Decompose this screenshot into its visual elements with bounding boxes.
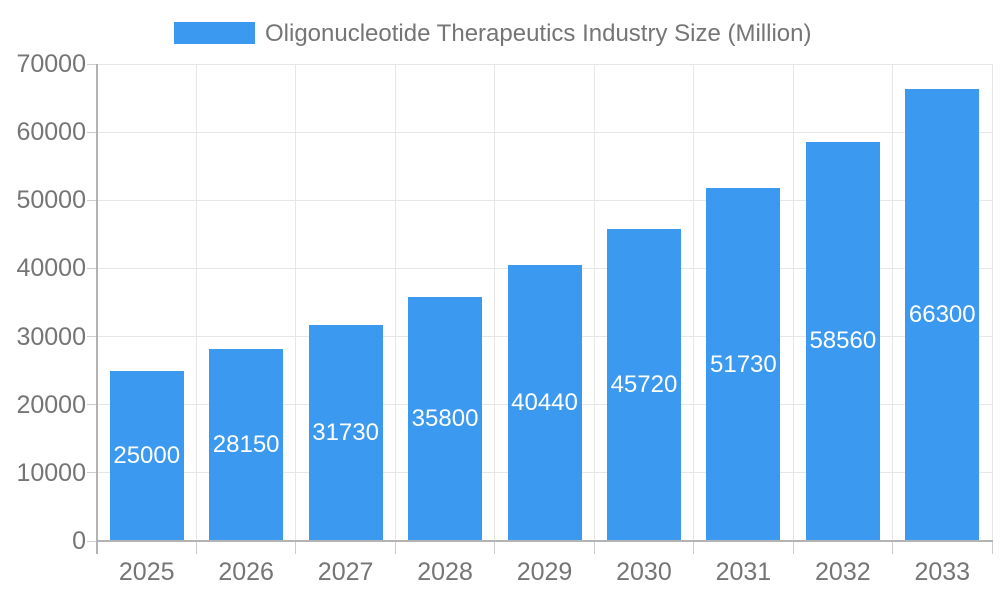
bar[interactable] bbox=[408, 297, 483, 541]
bar[interactable] bbox=[606, 229, 681, 541]
x-axis-tick bbox=[394, 541, 396, 554]
bar-value-label: 45720 bbox=[610, 371, 678, 399]
bar-value-label: 58560 bbox=[809, 327, 877, 355]
bar-value-label: 40440 bbox=[511, 389, 578, 417]
bar[interactable] bbox=[706, 188, 781, 541]
bar-value-label: 66300 bbox=[908, 301, 976, 329]
y-axis-tick bbox=[87, 404, 97, 406]
x-tick-label: 2032 bbox=[815, 558, 871, 586]
x-tick-label: 2029 bbox=[516, 558, 573, 586]
v-gridline bbox=[394, 64, 396, 541]
y-axis-tick bbox=[87, 131, 97, 133]
y-tick-label: 0 bbox=[72, 527, 86, 555]
chart-legend[interactable]: Oligonucleotide Therapeutics Industry Si… bbox=[0, 0, 1000, 56]
x-tick-label: 2026 bbox=[218, 558, 274, 586]
bar[interactable] bbox=[507, 265, 582, 541]
bar[interactable] bbox=[905, 89, 980, 541]
bar[interactable] bbox=[209, 349, 284, 541]
legend-label: Oligonucleotide Therapeutics Industry Si… bbox=[265, 20, 812, 47]
v-gridline bbox=[991, 64, 993, 541]
x-axis-tick bbox=[295, 541, 297, 554]
x-tick-label: 2027 bbox=[317, 558, 374, 586]
h-gridline bbox=[97, 63, 992, 65]
y-tick-label: 10000 bbox=[16, 458, 86, 487]
v-gridline bbox=[494, 64, 496, 541]
h-gridline bbox=[97, 199, 992, 201]
x-tick-label: 2025 bbox=[118, 558, 175, 586]
x-axis-tick bbox=[991, 541, 993, 554]
y-axis-tick bbox=[87, 540, 97, 542]
x-tick-label: 2033 bbox=[914, 558, 971, 586]
bar-value-label: 35800 bbox=[411, 405, 479, 433]
x-axis-tick bbox=[892, 541, 894, 554]
y-axis-tick bbox=[87, 472, 97, 474]
v-gridline bbox=[892, 64, 894, 541]
v-gridline bbox=[195, 64, 197, 541]
bar[interactable] bbox=[308, 324, 383, 541]
bar-value-label: 31730 bbox=[312, 418, 379, 446]
v-gridline bbox=[792, 64, 794, 541]
y-axis-tick bbox=[87, 199, 97, 201]
legend-swatch bbox=[174, 22, 255, 44]
v-gridline bbox=[295, 64, 297, 541]
h-gridline bbox=[97, 131, 992, 133]
bar-value-label: 28150 bbox=[212, 431, 280, 459]
v-gridline bbox=[593, 64, 595, 541]
x-axis-tick bbox=[792, 541, 794, 554]
bar-value-label: 25000 bbox=[113, 441, 181, 469]
x-axis-tick bbox=[195, 541, 197, 554]
y-axis-tick bbox=[87, 63, 97, 65]
y-tick-label: 40000 bbox=[16, 254, 86, 283]
y-axis-tick bbox=[87, 336, 97, 338]
x-tick-label: 2030 bbox=[616, 558, 672, 586]
y-tick-label: 70000 bbox=[16, 50, 86, 78]
x-tick-label: 2031 bbox=[715, 558, 772, 586]
x-tick-label: 2028 bbox=[417, 558, 473, 586]
x-axis-tick bbox=[693, 541, 695, 554]
y-axis-tick bbox=[87, 267, 97, 269]
y-tick-label: 30000 bbox=[16, 322, 86, 351]
y-tick-label: 60000 bbox=[16, 118, 86, 147]
y-tick-label: 50000 bbox=[16, 186, 86, 215]
y-tick-label: 20000 bbox=[16, 390, 86, 419]
x-axis-line bbox=[96, 540, 993, 542]
v-gridline bbox=[693, 64, 695, 541]
bar-value-label: 51730 bbox=[710, 350, 777, 378]
y-axis-line bbox=[96, 64, 98, 554]
x-axis-tick bbox=[593, 541, 595, 554]
x-axis-tick bbox=[494, 541, 496, 554]
bar[interactable] bbox=[805, 141, 880, 541]
bar[interactable] bbox=[109, 370, 184, 541]
